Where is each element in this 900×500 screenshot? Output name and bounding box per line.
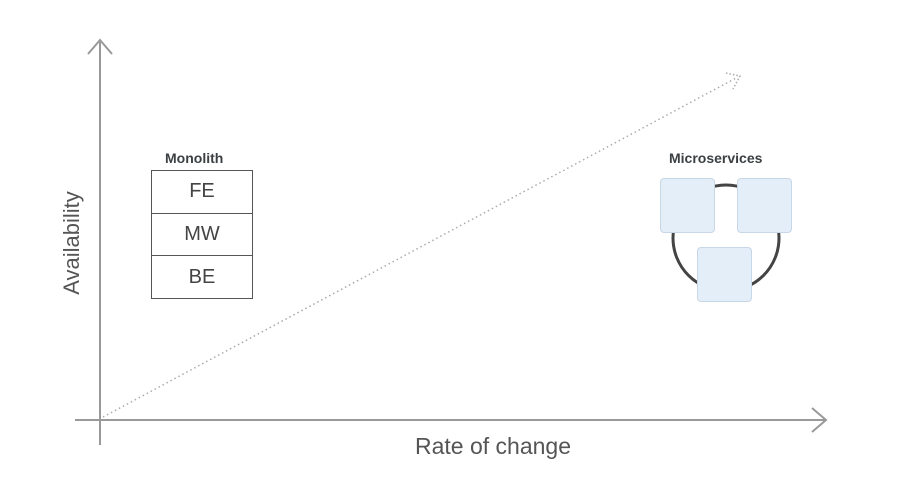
- monolith-layer-fe: FE: [152, 171, 252, 214]
- trend-arrowhead: [725, 72, 742, 90]
- monolith-stack: FE MW BE: [151, 170, 253, 299]
- microservices-caption: Microservices: [669, 150, 763, 166]
- y-axis-label: Availability: [59, 191, 84, 295]
- x-axis-arrowhead: [811, 407, 828, 433]
- service-box: [660, 178, 715, 233]
- service-box: [697, 247, 752, 302]
- service-box: [737, 178, 792, 233]
- monolith-caption: Monolith: [165, 150, 224, 166]
- trend-arrow: [102, 76, 739, 418]
- monolith-layer-mw: MW: [152, 214, 252, 257]
- y-axis-arrowhead: [87, 38, 113, 55]
- x-axis-label: Rate of change: [415, 433, 572, 459]
- monolith-layer-be: BE: [188, 265, 216, 288]
